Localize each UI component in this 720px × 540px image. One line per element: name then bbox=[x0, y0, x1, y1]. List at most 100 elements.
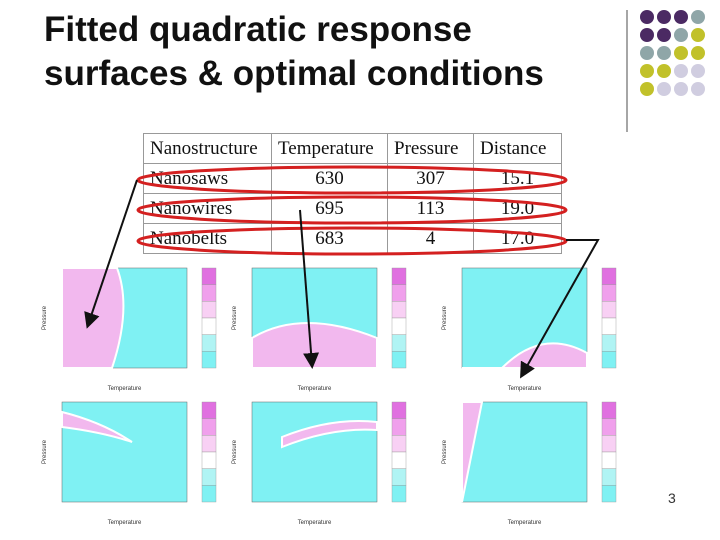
dot bbox=[674, 28, 688, 42]
dot bbox=[640, 28, 654, 42]
header-cell: Temperature bbox=[271, 133, 388, 164]
legend-swatch bbox=[201, 401, 217, 419]
legend-swatch bbox=[201, 301, 217, 319]
legend-swatch bbox=[601, 284, 617, 302]
y-axis-label: Pressure bbox=[442, 305, 448, 330]
dot bbox=[657, 10, 671, 24]
legend-swatch bbox=[391, 284, 407, 302]
table: Nanostructure Temperature Pressure Dista… bbox=[143, 133, 562, 254]
dot bbox=[674, 10, 688, 24]
dot bbox=[691, 46, 705, 60]
legend-swatch bbox=[201, 435, 217, 453]
contour-region bbox=[61, 410, 133, 443]
dot bbox=[691, 10, 705, 24]
cell: 19.0 bbox=[473, 193, 562, 224]
legend-swatch bbox=[601, 401, 617, 419]
y-axis-label: Pressure bbox=[42, 439, 48, 464]
x-axis-label: Temperature bbox=[298, 520, 332, 526]
x-axis-label: Temperature bbox=[108, 520, 142, 526]
y-axis-label: Pressure bbox=[232, 439, 238, 464]
y-axis-label: Pressure bbox=[442, 439, 448, 464]
page-number: 3 bbox=[668, 490, 676, 506]
contour-region bbox=[461, 401, 484, 503]
plot-area bbox=[251, 401, 378, 503]
header-cell: Pressure bbox=[387, 133, 474, 164]
dot-grid bbox=[640, 10, 705, 96]
legend-swatch bbox=[201, 351, 217, 369]
dot bbox=[674, 64, 688, 78]
cell: 630 bbox=[271, 163, 388, 194]
contour-plot: Temperature Pressure bbox=[232, 401, 407, 526]
header-cell: Distance bbox=[473, 133, 562, 164]
legend-swatch bbox=[601, 301, 617, 319]
contour-region bbox=[281, 420, 378, 449]
legend-swatch bbox=[201, 284, 217, 302]
legend-swatch bbox=[201, 468, 217, 486]
dot bbox=[657, 64, 671, 78]
y-axis-label: Pressure bbox=[42, 305, 48, 330]
cell: 695 bbox=[271, 193, 388, 224]
contour-plot: Temperature Pressure bbox=[232, 267, 407, 392]
legend-swatch bbox=[391, 301, 407, 319]
dot bbox=[691, 28, 705, 42]
legend-swatch bbox=[201, 334, 217, 352]
legend-swatch bbox=[601, 468, 617, 486]
cell: Nanowires bbox=[143, 193, 272, 224]
x-axis-label: Temperature bbox=[108, 386, 142, 392]
dot bbox=[657, 82, 671, 96]
header-cell: Nanostructure bbox=[143, 133, 272, 164]
dot bbox=[674, 46, 688, 60]
dot bbox=[640, 82, 654, 96]
plots: TemperaturePressureTemperaturePressureTe… bbox=[42, 267, 617, 526]
legend-swatch bbox=[391, 468, 407, 486]
dot bbox=[640, 64, 654, 78]
dot bbox=[640, 10, 654, 24]
legend-swatch bbox=[391, 435, 407, 453]
legend-swatch bbox=[601, 485, 617, 503]
x-axis-label: Temperature bbox=[298, 386, 332, 392]
legend-swatch bbox=[391, 451, 407, 469]
legend-swatch bbox=[391, 485, 407, 503]
contour-plot: Temperature Pressure bbox=[42, 401, 217, 526]
legend-swatch bbox=[601, 334, 617, 352]
dot bbox=[674, 82, 688, 96]
dot bbox=[691, 64, 705, 78]
row: Nanobelts 683 4 17.0 bbox=[143, 223, 562, 254]
dot bbox=[640, 46, 654, 60]
legend-swatch bbox=[391, 418, 407, 436]
legend-swatch bbox=[391, 351, 407, 369]
legend-swatch bbox=[601, 267, 617, 285]
title: Fitted quadratic response surfaces & opt… bbox=[44, 10, 544, 93]
legend-swatch bbox=[201, 485, 217, 503]
row: Nanowires 695 113 19.0 bbox=[143, 193, 562, 224]
x-axis-label: Temperature bbox=[508, 386, 542, 392]
cell: Nanosaws bbox=[143, 163, 272, 194]
cell: 17.0 bbox=[473, 223, 562, 254]
legend-swatch bbox=[201, 451, 217, 469]
legend-swatch bbox=[601, 418, 617, 436]
contour-plot: Temperature Pressure bbox=[42, 267, 217, 392]
legend-swatch bbox=[601, 317, 617, 335]
legend-swatch bbox=[201, 418, 217, 436]
legend-swatch bbox=[601, 451, 617, 469]
plot-area bbox=[461, 401, 588, 503]
legend-swatch bbox=[201, 267, 217, 285]
legend-swatch bbox=[391, 317, 407, 335]
contour-region bbox=[251, 322, 378, 369]
row: Nanosaws 630 307 15.1 bbox=[143, 163, 562, 194]
dot bbox=[657, 28, 671, 42]
cell: Nanobelts bbox=[143, 223, 272, 254]
legend-swatch bbox=[391, 401, 407, 419]
legend-swatch bbox=[601, 351, 617, 369]
dot bbox=[691, 82, 705, 96]
cell: 113 bbox=[387, 193, 474, 224]
y-axis-label: Pressure bbox=[232, 305, 238, 330]
legend-swatch bbox=[391, 267, 407, 285]
x-axis-label: Temperature bbox=[508, 520, 542, 526]
cell: 15.1 bbox=[473, 163, 562, 194]
dot bbox=[657, 46, 671, 60]
legend-swatch bbox=[601, 435, 617, 453]
header-row: Nanostructure Temperature Pressure Dista… bbox=[143, 133, 562, 164]
contour-plot: Temperature Pressure bbox=[442, 267, 617, 392]
